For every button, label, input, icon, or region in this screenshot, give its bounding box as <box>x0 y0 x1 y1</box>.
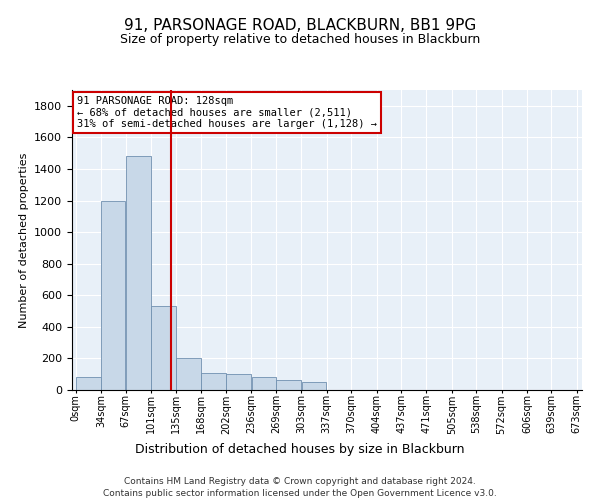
Bar <box>151 306 176 390</box>
Bar <box>126 156 151 390</box>
Bar <box>201 372 226 390</box>
Text: 91 PARSONAGE ROAD: 128sqm
← 68% of detached houses are smaller (2,511)
31% of se: 91 PARSONAGE ROAD: 128sqm ← 68% of detac… <box>77 96 377 129</box>
Bar <box>226 374 251 390</box>
Bar <box>251 376 276 390</box>
Bar <box>176 358 200 390</box>
Text: Distribution of detached houses by size in Blackburn: Distribution of detached houses by size … <box>135 442 465 456</box>
Bar <box>302 382 326 390</box>
Text: Contains HM Land Registry data © Crown copyright and database right 2024.: Contains HM Land Registry data © Crown c… <box>124 478 476 486</box>
Bar <box>276 380 301 390</box>
Text: Size of property relative to detached houses in Blackburn: Size of property relative to detached ho… <box>120 32 480 46</box>
Text: Contains public sector information licensed under the Open Government Licence v3: Contains public sector information licen… <box>103 489 497 498</box>
Text: 91, PARSONAGE ROAD, BLACKBURN, BB1 9PG: 91, PARSONAGE ROAD, BLACKBURN, BB1 9PG <box>124 18 476 32</box>
Bar <box>76 378 101 390</box>
Y-axis label: Number of detached properties: Number of detached properties <box>19 152 29 328</box>
Bar <box>101 200 125 390</box>
